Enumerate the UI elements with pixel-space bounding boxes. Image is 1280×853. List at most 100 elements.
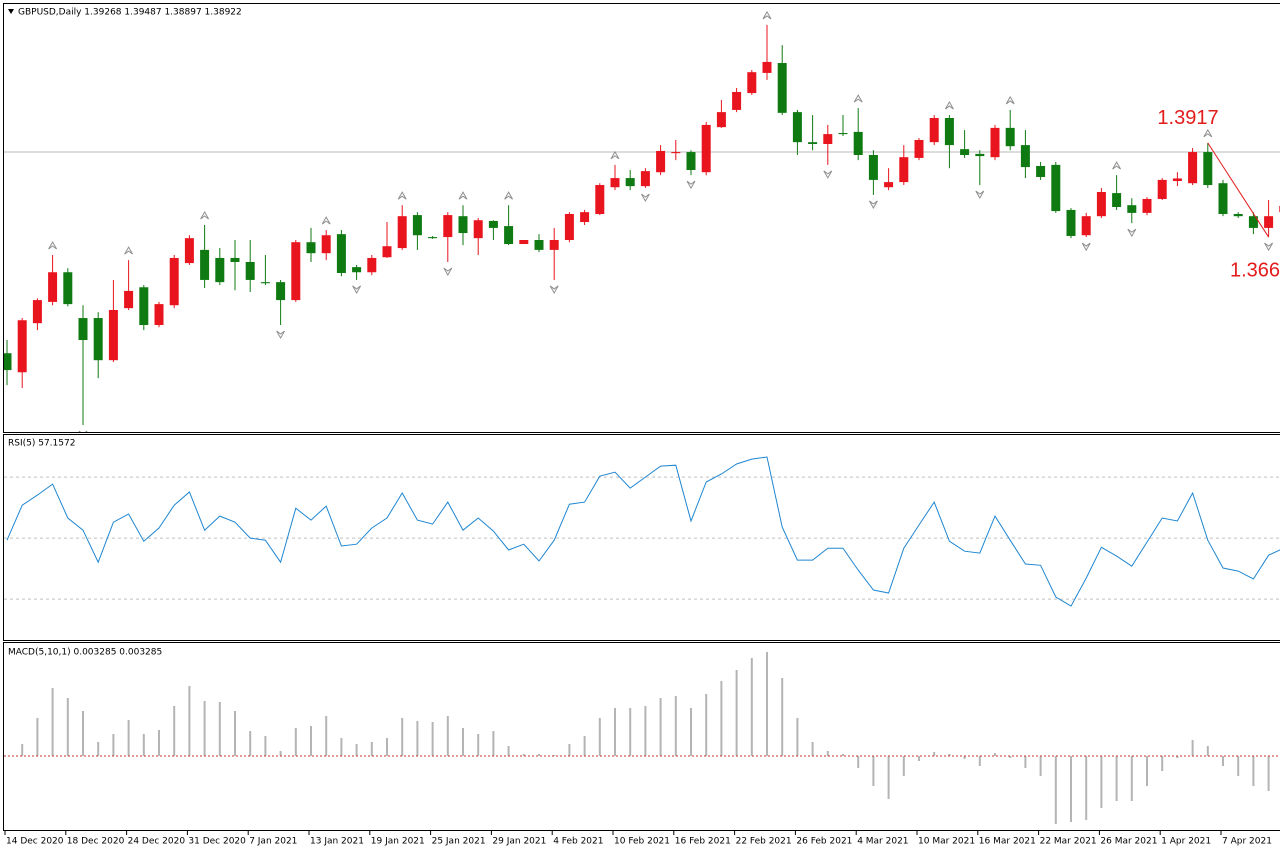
fractal-up [504,191,514,200]
fractal-up [124,246,134,255]
x-tick-label: 14 Dec 2020 [6,837,64,847]
candle-body [352,267,362,273]
candle-body [291,242,301,301]
x-tick-label: 7 Apr 2021 [1222,837,1272,847]
candle-body [747,72,757,94]
candle-body [671,152,681,154]
fractal-up [321,216,331,225]
x-tick-label: 24 Dec 2020 [128,837,186,847]
candle-body [853,131,863,155]
candle-body [792,112,802,143]
candle-body [1218,183,1228,214]
candle-body [808,142,818,144]
candle-body [884,182,894,188]
candle-body [184,238,194,264]
candle-body [1142,198,1152,213]
fractal-down [352,285,362,294]
annotation-line [1207,142,1270,238]
candle-body [1188,152,1198,184]
candle-body [1233,213,1243,217]
candle-body [108,309,118,361]
candle-body [595,185,605,214]
candle-body [93,318,103,361]
candle-body [1051,164,1061,212]
candle-body [139,287,149,326]
candle-body [929,117,939,143]
candle-body [823,134,833,144]
candle-body [580,212,590,223]
candle-body [412,215,422,236]
rsi-panel-frame [3,434,1280,641]
candle-body [534,240,544,250]
candle-body [975,153,985,157]
x-tick-label: 19 Jan 2021 [371,837,425,847]
candle-body [17,320,27,373]
x-tick-label: 29 Jan 2021 [492,837,546,847]
candle-body [1127,205,1137,213]
fractal-up [458,191,468,200]
candle-body [519,240,529,245]
fractal-down [975,190,985,200]
candle-body [960,149,970,155]
candle-body [260,282,270,284]
annotation-low: 1.366 [1230,259,1280,281]
candle-body [230,257,240,262]
x-tick-label: 26 Feb 2021 [796,837,852,847]
x-tick-label: 16 Mar 2021 [979,837,1036,847]
candle-body [4,353,12,371]
candle-body [1157,179,1167,199]
fractal-up [1005,95,1015,105]
candle-body [276,282,286,301]
x-tick-label: 16 Feb 2021 [675,837,731,847]
fractal-up [200,210,210,220]
candle-body [200,249,210,280]
plot-area [4,456,1280,607]
candle-body [549,240,559,250]
fractal-up [1203,128,1213,138]
x-tick-label: 10 Mar 2021 [918,837,975,847]
x-tick-label: 22 Mar 2021 [1040,837,1097,847]
macd-panel-frame [3,642,1280,831]
main-panel-frame [3,3,1280,433]
candle-body [701,124,711,173]
symbol-menu-arrow[interactable] [8,9,14,14]
candle-body [1203,152,1213,186]
candle-body [1020,145,1030,168]
fractal-up [397,191,407,200]
candle-body [656,150,666,173]
candle-body [838,133,848,135]
fractal-down [1081,242,1091,252]
candle-body [610,178,620,188]
fractal-down [823,170,833,179]
candle-body [215,257,225,283]
macd-title: MACD(5,10,1) 0.003285 0.003285 [8,648,162,658]
fractal-up [610,150,620,160]
candle-body [732,91,742,110]
fractal-up [48,241,58,250]
x-tick-label: 26 Mar 2021 [1100,837,1157,847]
candle-body [169,257,179,306]
candle-body [306,242,316,254]
candle-body [245,261,255,280]
x-tick-label: 31 Dec 2020 [188,837,246,847]
candle-body [32,300,42,324]
x-tick-label: 18 Dec 2020 [67,837,125,847]
x-tick-label: 4 Mar 2021 [857,837,908,847]
fractal-up [944,101,954,110]
plot-area [4,10,1280,432]
candle-body [382,246,392,258]
fractal-down [78,430,88,432]
rsi-title: RSI(5) 57.1572 [8,439,75,449]
candle-body [63,272,73,305]
candle-body [1112,193,1122,208]
candle-body [1036,165,1046,177]
fractal-up [1112,161,1122,170]
candle-body [686,152,696,171]
candle-body [367,257,377,273]
candle-body [397,216,407,249]
candle-body [1172,178,1182,182]
fractal-up [853,94,863,103]
